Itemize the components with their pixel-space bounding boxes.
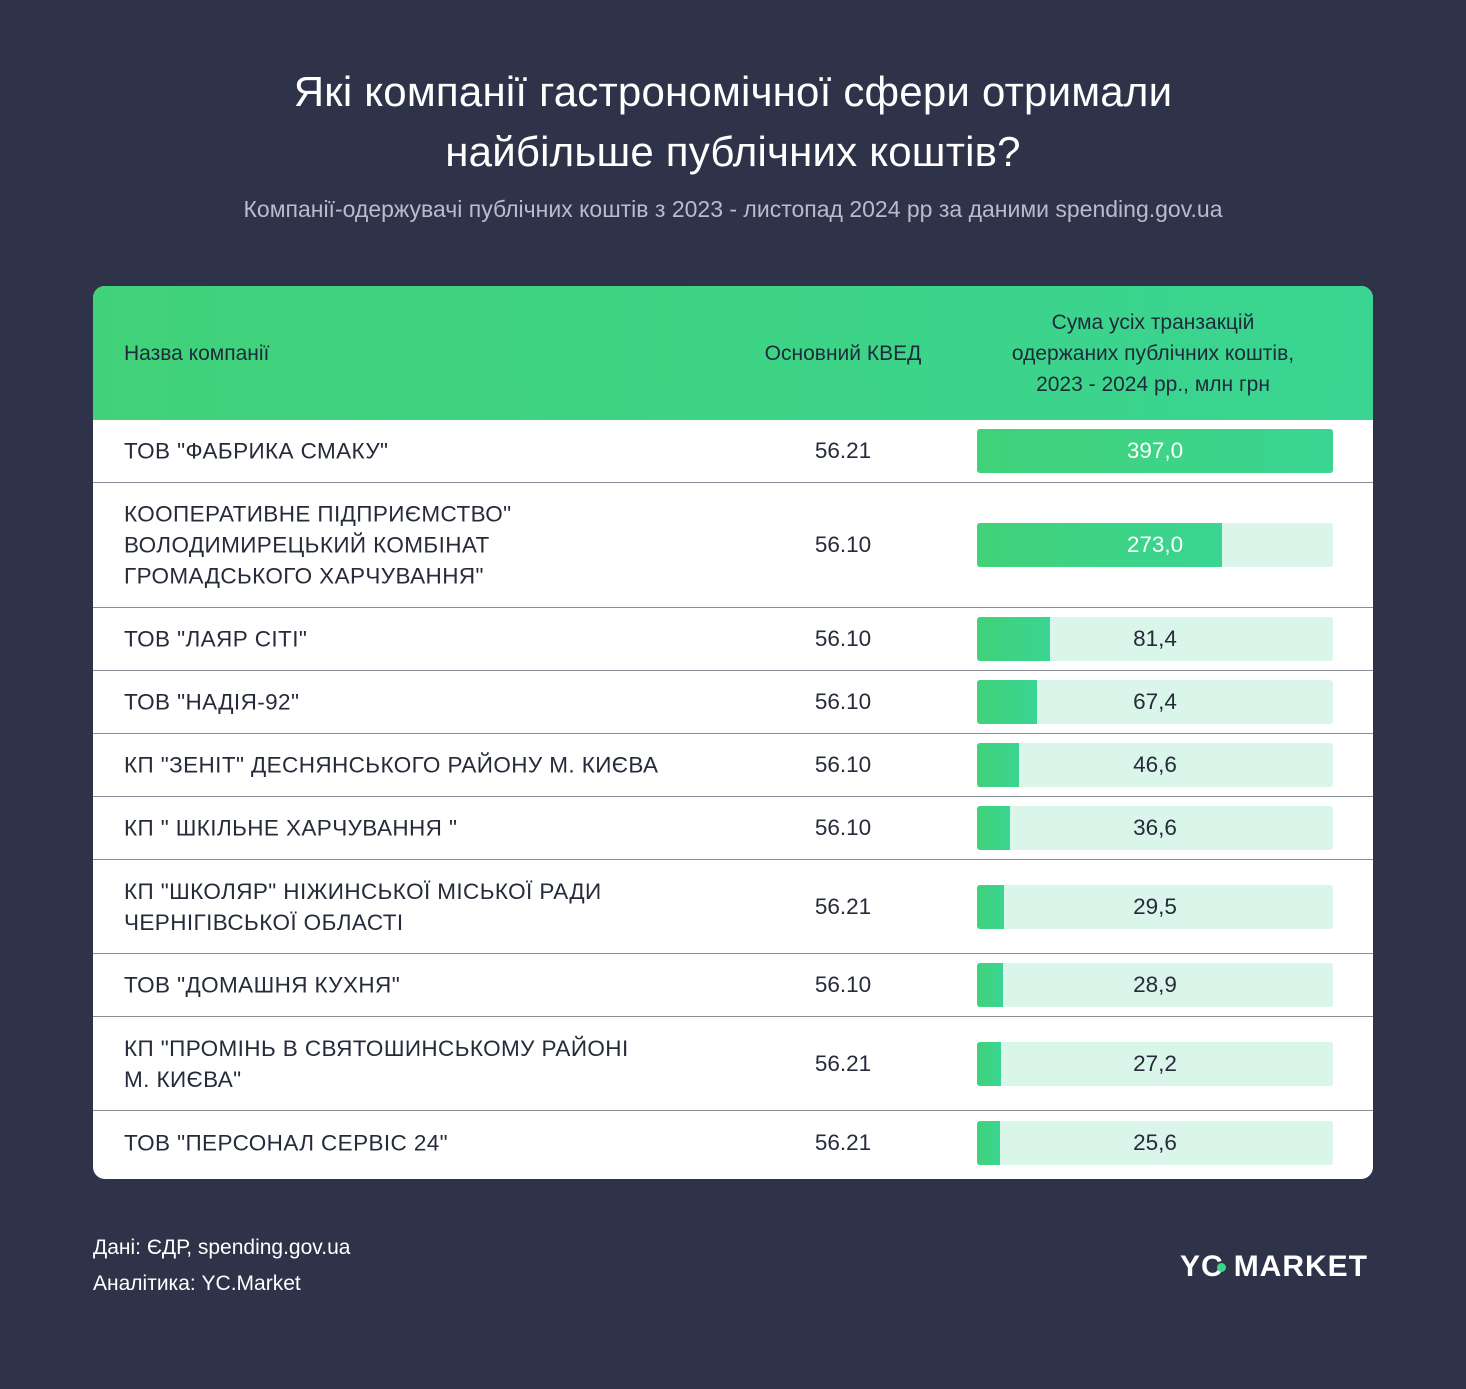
- company-name-line: ТОВ "ФАБРИКА СМАКУ": [124, 438, 389, 464]
- company-name: ТОВ "ПЕРСОНАЛ СЕРВІС 24": [124, 1127, 724, 1158]
- bar-fill: [977, 617, 1050, 661]
- bar-value-label: 46,6: [1133, 752, 1177, 777]
- header-sum-line-3: 2023 - 2024 рр., млн грн: [1036, 373, 1270, 396]
- table-row: КП "ЗЕНІТ" ДЕСНЯНСЬКОГО РАЙОНУ М. КИЄВА 5…: [93, 734, 1373, 797]
- company-name-line: КП " ШКІЛЬНЕ ХАРЧУВАННЯ ": [124, 815, 458, 841]
- header-sum: Сума усіх транзакцій одержаних публічних…: [953, 307, 1353, 400]
- bar-track: 46,6: [977, 743, 1333, 787]
- bar-value-label: 397,0: [1126, 438, 1184, 463]
- table-row: ТОВ "ФАБРИКА СМАКУ" 56.21 397,0: [93, 420, 1373, 483]
- yc-market-logo: Y C MARKET: [1180, 1247, 1368, 1287]
- bar-value-label: 29,5: [1133, 893, 1177, 919]
- kved-code: 56.21: [814, 893, 872, 919]
- table-row: ТОВ "ПЕРСОНАЛ СЕРВІС 24" 56.21 25,6: [93, 1111, 1373, 1174]
- bar-track: 25,6: [977, 1120, 1333, 1165]
- footer-source: Дані: ЄДР, spending.gov.ua: [93, 1236, 351, 1259]
- header-kved: Основний КВЕД: [764, 342, 922, 365]
- kved-code: 56.21: [814, 1129, 872, 1155]
- kved-code: 56.21: [814, 438, 872, 463]
- bar-track: 36,6: [977, 806, 1333, 850]
- kved-code: 56.21: [814, 1050, 872, 1076]
- kved-code: 56.10: [814, 752, 872, 777]
- bar-track: 397,0: [977, 429, 1333, 473]
- company-name: КП "ПРОМІНЬ В СВЯТОШИНСЬКОМУ РАЙОНІ М. КИ…: [124, 1033, 724, 1095]
- company-name-line: КП "ЗЕНІТ" ДЕСНЯНСЬКОГО РАЙОНУ М. КИЄВА: [124, 752, 659, 778]
- company-name-line: ТОВ "НАДІЯ-92": [124, 689, 300, 715]
- header-sum-line-1: Сума усіх транзакцій: [1051, 311, 1255, 334]
- company-name-line: ТОВ "ПЕРСОНАЛ СЕРВІС 24": [124, 1130, 449, 1155]
- company-name-line: КП "ПРОМІНЬ В СВЯТОШИНСЬКОМУ РАЙОНІ: [124, 1035, 629, 1061]
- page-subtitle: Компанії-одержувачі публічних коштів з 2…: [243, 196, 1223, 222]
- table-row: ТОВ "НАДІЯ-92" 56.10 67,4: [93, 671, 1373, 734]
- company-name: КООПЕРАТИВНЕ ПІДПРИЄМСТВО" ВОЛОДИМИРЕЦЬКИ…: [124, 499, 724, 592]
- company-name: ТОВ "НАДІЯ-92": [124, 687, 724, 718]
- table-row: КП "ПРОМІНЬ В СВЯТОШИНСЬКОМУ РАЙОНІ М. КИ…: [93, 1017, 1373, 1111]
- kved-code: 56.10: [814, 815, 872, 840]
- bar-track: 67,4: [977, 680, 1333, 724]
- company-name: КП "ШКОЛЯР" НІЖИНСЬКОЇ МІСЬКОЇ РАДИ ЧЕРНІ…: [124, 876, 724, 938]
- bar-value-label: 36,6: [1133, 815, 1177, 840]
- kved-code: 56.10: [814, 626, 872, 651]
- bar-value-label: 67,4: [1133, 689, 1177, 714]
- company-name-line: ТОВ "ДОМАШНЯ КУХНЯ": [124, 972, 401, 998]
- bar-fill: [977, 743, 1019, 787]
- bar-value-label: 27,2: [1133, 1050, 1177, 1076]
- bar-fill: [977, 884, 1004, 929]
- company-name: ТОВ "ДОМАШНЯ КУХНЯ": [124, 970, 724, 1001]
- company-name-line: КООПЕРАТИВНЕ ПІДПРИЄМСТВО": [124, 501, 512, 527]
- data-table: Назва компанії Основний КВЕД Сума усіх т…: [93, 286, 1373, 1179]
- header-company-name: Назва компанії: [124, 342, 270, 365]
- bar-fill: [977, 806, 1010, 850]
- table-row: ТОВ "ЛАЯР СІТІ" 56.10 81,4: [93, 608, 1373, 671]
- company-name: ТОВ "ЛАЯР СІТІ": [124, 624, 724, 655]
- title-line-1: Які компанії гастрономічної сфери отрима…: [293, 68, 1173, 115]
- kved-code: 56.10: [814, 689, 872, 714]
- bar-value-label: 273,0: [1126, 532, 1184, 557]
- bar-track: 27,2: [977, 1041, 1333, 1086]
- company-name: ТОВ "ФАБРИКА СМАКУ": [124, 436, 724, 467]
- bar-fill: [977, 1120, 1000, 1165]
- logo-dot-icon: [1216, 1262, 1226, 1272]
- bar-track: 28,9: [977, 963, 1333, 1007]
- company-name: КП "ЗЕНІТ" ДЕСНЯНСЬКОГО РАЙОНУ М. КИЄВА: [124, 750, 724, 781]
- bar-value-label: 25,6: [1133, 1129, 1177, 1155]
- table-row: ТОВ "ДОМАШНЯ КУХНЯ" 56.10 28,9: [93, 954, 1373, 1017]
- logo-text-market: MARKET: [1233, 1250, 1369, 1283]
- page-title: Які компанії гастрономічної сфери отрима…: [0, 62, 1466, 182]
- logo-c-mark: C: [1201, 1250, 1228, 1284]
- bar-fill: [977, 523, 1222, 567]
- bar-fill: [977, 1041, 1002, 1086]
- bar-fill: [977, 963, 1003, 1007]
- kved-code: 56.10: [814, 972, 872, 997]
- company-name-line: ВОЛОДИМИРЕЦЬКИЙ КОМБІНАТ: [124, 532, 490, 558]
- bar-value-label: 28,9: [1133, 972, 1177, 997]
- table-header: Назва компанії Основний КВЕД Сума усіх т…: [93, 286, 1373, 420]
- footer-analytics: Аналітика: YC.Market: [93, 1272, 301, 1295]
- bar-value-label: 81,4: [1133, 626, 1177, 651]
- company-name: КП " ШКІЛЬНЕ ХАРЧУВАННЯ ": [124, 813, 724, 844]
- table-row: КООПЕРАТИВНЕ ПІДПРИЄМСТВО" ВОЛОДИМИРЕЦЬКИ…: [93, 483, 1373, 608]
- header-sum-line-2: одержаних публічних коштів,: [1011, 342, 1295, 365]
- table-row: КП "ШКОЛЯР" НІЖИНСЬКОЇ МІСЬКОЇ РАДИ ЧЕРНІ…: [93, 860, 1373, 954]
- company-name-line: ТОВ "ЛАЯР СІТІ": [124, 626, 308, 652]
- bar-track: 29,5: [977, 884, 1333, 929]
- bar-track: 81,4: [977, 617, 1333, 661]
- kved-code: 56.10: [814, 532, 872, 557]
- company-name-line: КП "ШКОЛЯР" НІЖИНСЬКОЇ МІСЬКОЇ РАДИ: [124, 878, 602, 904]
- title-line-2: найбільше публічних коштів?: [445, 128, 1021, 175]
- company-name-line: ГРОМАДСЬКОГО ХАРЧУВАННЯ": [124, 563, 484, 589]
- bar-track: 273,0: [977, 523, 1333, 567]
- logo-text-c: C: [1201, 1250, 1224, 1283]
- bar-fill: [977, 680, 1038, 724]
- company-name-line: ЧЕРНІГІВСЬКОЇ ОБЛАСТІ: [124, 909, 404, 935]
- company-name-line: М. КИЄВА": [124, 1066, 242, 1092]
- bar-fill: [977, 429, 1333, 473]
- logo-text-y: Y: [1180, 1250, 1202, 1283]
- table-row: КП " ШКІЛЬНЕ ХАРЧУВАННЯ " 56.10 36,6: [93, 797, 1373, 860]
